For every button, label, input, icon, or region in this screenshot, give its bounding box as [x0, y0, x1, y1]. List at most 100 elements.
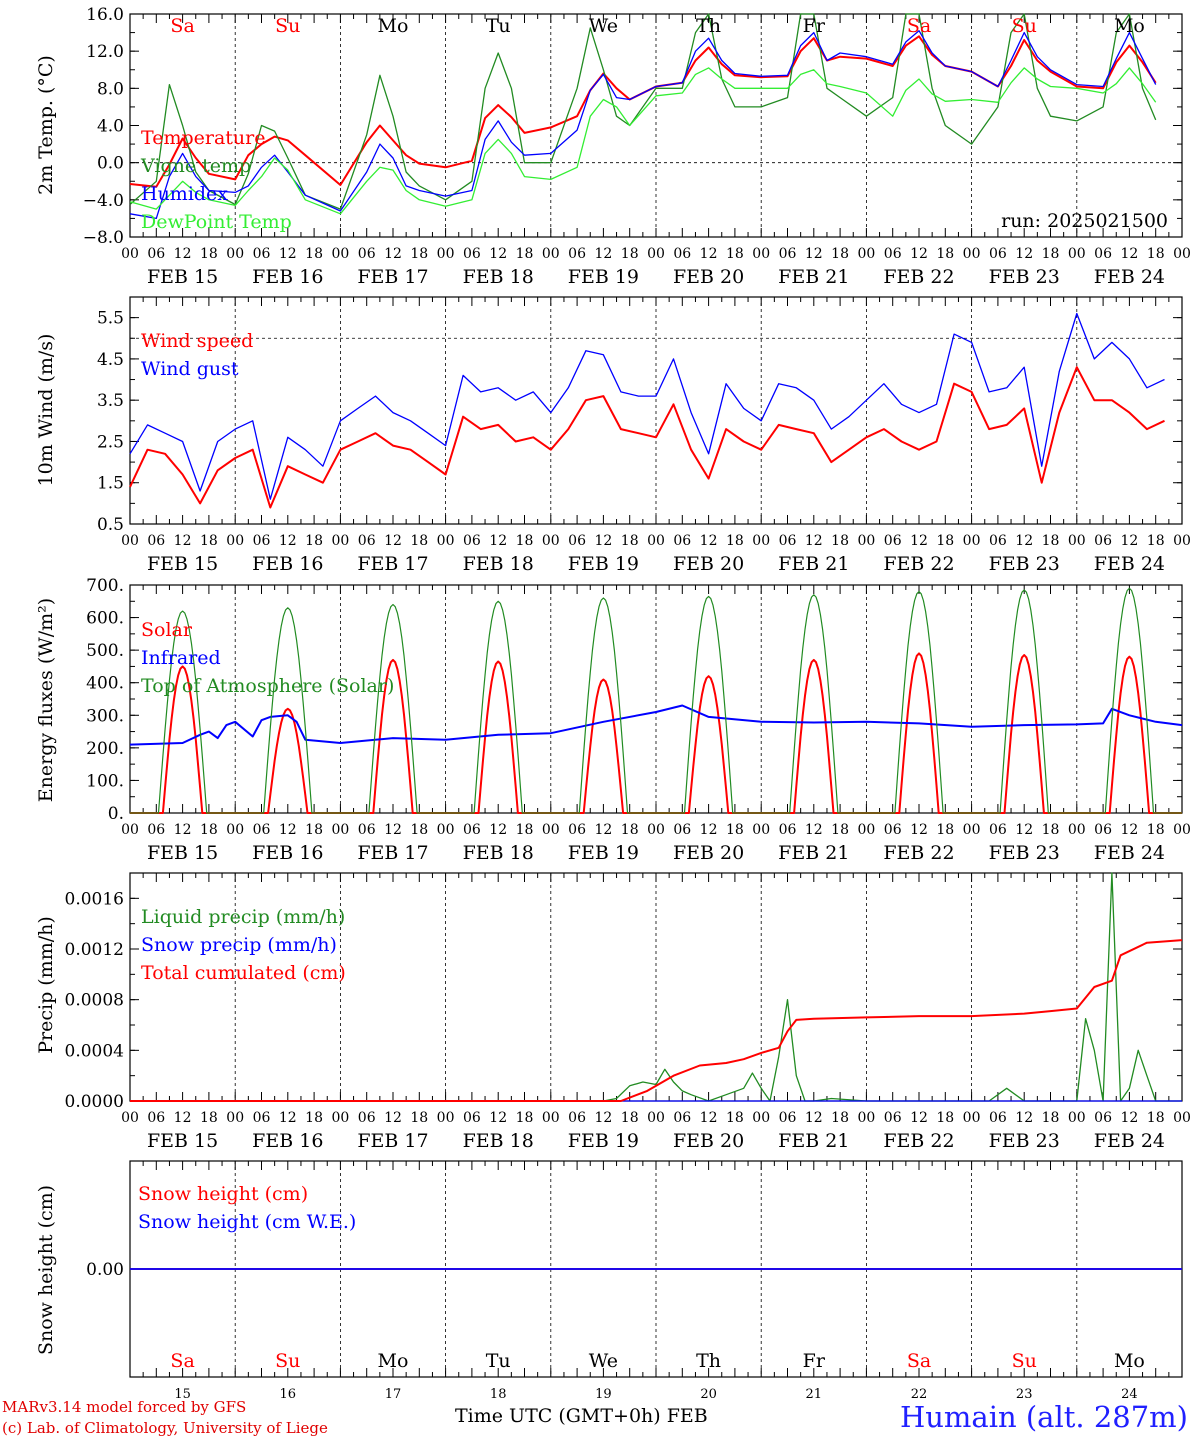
panel-2: [129, 296, 1183, 525]
hour-tick-label: 12: [174, 533, 192, 549]
hour-tick-label: 12: [700, 246, 718, 262]
hour-tick-label: 00: [437, 822, 455, 838]
hour-tick-label: 06: [673, 822, 691, 838]
panel-3: [129, 584, 1183, 814]
hour-tick-label: 18: [1042, 1110, 1060, 1126]
hour-tick-label: 00: [1068, 533, 1086, 549]
hour-tick-label: 18: [831, 822, 849, 838]
day-number-label: 23: [1016, 1387, 1033, 1402]
day-name-label: Sa: [907, 15, 931, 37]
hour-tick-label: 06: [1094, 822, 1112, 838]
y-tick-label: −8.0: [83, 228, 124, 248]
y-tick-label: 12.0: [86, 42, 124, 62]
hour-tick-label: 00: [752, 533, 770, 549]
day-name-label: Fr: [803, 1350, 826, 1372]
plot-frame: [129, 13, 1183, 238]
hour-tick-label: 06: [1094, 533, 1112, 549]
hour-tick-label: 18: [936, 533, 954, 549]
day-name-label: Sa: [170, 15, 194, 37]
hour-tick-label: 18: [410, 533, 428, 549]
legend-entry: Vigne temp: [140, 155, 251, 177]
series-line-wind-speed: [129, 366, 1165, 509]
hour-tick-label: 00: [437, 1110, 455, 1126]
hour-tick-label: 06: [147, 533, 165, 549]
y-tick-label: 0.5: [97, 515, 124, 535]
hour-tick-label: 00: [542, 246, 560, 262]
hour-tick-label: 06: [779, 533, 797, 549]
hour-tick-label: 18: [305, 533, 323, 549]
day-number-label: 22: [911, 1387, 928, 1402]
hour-tick-label: 06: [779, 1110, 797, 1126]
hour-tick-label: 06: [884, 533, 902, 549]
y-tick-label: 700.: [86, 576, 124, 596]
hour-tick-label: 06: [253, 1110, 271, 1126]
hour-tick-label: 12: [384, 533, 402, 549]
hour-tick-label: 12: [384, 822, 402, 838]
hour-tick-label: 06: [253, 822, 271, 838]
hour-tick-label: 06: [358, 822, 376, 838]
hour-tick-label: 00: [121, 822, 139, 838]
legend-entry: Snow height (cm W.E.): [138, 1211, 356, 1233]
legend-entry: DewPoint Temp: [141, 211, 292, 233]
panel-5: [129, 1160, 1183, 1378]
y-tick-label: 0.0004: [65, 1041, 124, 1061]
legend-entry: Temperature: [141, 127, 265, 149]
day-name-label: Tu: [486, 15, 511, 37]
y-tick-label: 5.5: [97, 309, 124, 329]
hour-tick-label: 12: [384, 1110, 402, 1126]
hour-tick-label: 00: [331, 246, 349, 262]
y-tick-label: 8.0: [97, 79, 124, 99]
series-line-liquid-precip-mm-h-: [130, 872, 1182, 1102]
hour-tick-label: 00: [647, 1110, 665, 1126]
hour-tick-label: 12: [910, 1110, 928, 1126]
hour-tick-label: 06: [673, 533, 691, 549]
hour-tick-label: 06: [358, 246, 376, 262]
y-tick-label: 4.5: [97, 350, 124, 370]
hour-tick-label: 00: [752, 1110, 770, 1126]
hour-tick-label: 18: [516, 1110, 534, 1126]
date-label: FEB 20: [673, 266, 744, 288]
hour-tick-label: 06: [147, 246, 165, 262]
hour-tick-label: 00: [963, 533, 981, 549]
y-tick-label: 400.: [86, 674, 124, 694]
hour-tick-label: 18: [1147, 1110, 1165, 1126]
date-label: FEB 23: [989, 1130, 1060, 1152]
hour-tick-label: 06: [463, 822, 481, 838]
hour-tick-label: 12: [1120, 1110, 1138, 1126]
day-name-label: Su: [1012, 1350, 1037, 1372]
hour-tick-label: 00: [647, 246, 665, 262]
hour-tick-label: 06: [147, 1110, 165, 1126]
date-label: FEB 17: [357, 266, 428, 288]
hour-tick-label: 00: [752, 822, 770, 838]
hour-tick-label: 06: [989, 533, 1007, 549]
day-number-label: 21: [806, 1387, 823, 1402]
day-number-label: 24: [1121, 1387, 1138, 1402]
hour-tick-label: 12: [1015, 246, 1033, 262]
hour-tick-label: 06: [147, 822, 165, 838]
series-line-vigne-temp: [129, 13, 1157, 210]
hour-tick-label: 12: [1120, 822, 1138, 838]
hour-tick-label: 12: [489, 246, 507, 262]
y-tick-label: 1.5: [97, 474, 124, 494]
day-number-label: 18: [490, 1387, 507, 1402]
hour-tick-label: 00: [226, 1110, 244, 1126]
panel-4: [129, 872, 1183, 1102]
hour-tick-label: 00: [963, 1110, 981, 1126]
hour-tick-label: 00: [542, 1110, 560, 1126]
date-label: FEB 22: [883, 1130, 954, 1152]
hour-tick-label: 00: [1068, 822, 1086, 838]
hour-tick-label: 12: [1015, 822, 1033, 838]
day-name-label: Th: [696, 15, 721, 37]
day-number-label: 15: [174, 1387, 191, 1402]
date-label: FEB 17: [357, 553, 428, 575]
date-label: FEB 21: [778, 553, 849, 575]
hour-tick-label: 18: [200, 246, 218, 262]
hour-tick-label: 12: [489, 822, 507, 838]
date-label: FEB 17: [357, 842, 428, 864]
hour-tick-label: 12: [174, 822, 192, 838]
hour-tick-label: 06: [989, 246, 1007, 262]
hour-tick-label: 12: [594, 1110, 612, 1126]
hour-tick-label: 12: [174, 246, 192, 262]
hour-tick-label: 00: [121, 1110, 139, 1126]
hour-tick-label: 18: [621, 1110, 639, 1126]
